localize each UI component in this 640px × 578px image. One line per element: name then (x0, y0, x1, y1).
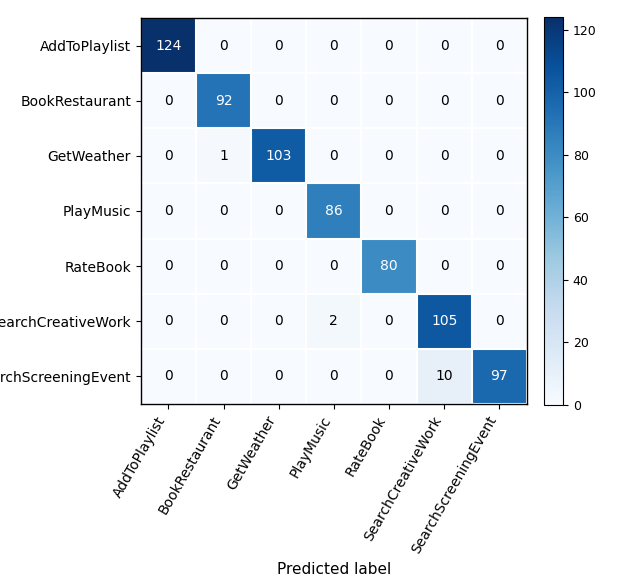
Text: 0: 0 (385, 149, 394, 163)
Text: 0: 0 (164, 314, 173, 328)
Text: 0: 0 (385, 204, 394, 218)
Text: 0: 0 (495, 39, 504, 53)
Text: 0: 0 (495, 259, 504, 273)
Text: 0: 0 (330, 259, 338, 273)
Text: 0: 0 (219, 369, 228, 383)
Text: 0: 0 (440, 94, 449, 108)
Text: 0: 0 (495, 94, 504, 108)
Text: 0: 0 (219, 259, 228, 273)
Text: 0: 0 (385, 39, 394, 53)
Text: 0: 0 (440, 149, 449, 163)
Text: 1: 1 (219, 149, 228, 163)
Text: 0: 0 (275, 259, 283, 273)
Text: 0: 0 (164, 204, 173, 218)
Text: 0: 0 (330, 39, 338, 53)
Text: 0: 0 (275, 39, 283, 53)
Text: 0: 0 (164, 369, 173, 383)
Text: 0: 0 (164, 94, 173, 108)
Text: 0: 0 (385, 369, 394, 383)
Text: 86: 86 (325, 204, 342, 218)
Text: 0: 0 (164, 259, 173, 273)
Text: 103: 103 (266, 149, 292, 163)
X-axis label: Predicted label: Predicted label (276, 562, 391, 577)
Text: 0: 0 (330, 149, 338, 163)
Text: 0: 0 (495, 149, 504, 163)
Text: 0: 0 (275, 204, 283, 218)
Text: 10: 10 (435, 369, 453, 383)
Text: 0: 0 (440, 259, 449, 273)
Text: 97: 97 (490, 369, 508, 383)
Text: 80: 80 (380, 259, 398, 273)
Text: 0: 0 (275, 314, 283, 328)
Text: 0: 0 (385, 314, 394, 328)
Text: 0: 0 (275, 94, 283, 108)
Text: 0: 0 (330, 94, 338, 108)
Text: 0: 0 (495, 204, 504, 218)
Text: 0: 0 (440, 204, 449, 218)
Text: 0: 0 (440, 39, 449, 53)
Text: 0: 0 (164, 149, 173, 163)
Text: 92: 92 (214, 94, 232, 108)
Text: 0: 0 (330, 369, 338, 383)
Text: 0: 0 (495, 314, 504, 328)
Text: 0: 0 (219, 39, 228, 53)
Text: 2: 2 (330, 314, 338, 328)
Text: 0: 0 (219, 204, 228, 218)
Text: 0: 0 (385, 94, 394, 108)
Text: 0: 0 (275, 369, 283, 383)
Text: 0: 0 (219, 314, 228, 328)
Text: 105: 105 (431, 314, 458, 328)
Text: 124: 124 (155, 39, 182, 53)
